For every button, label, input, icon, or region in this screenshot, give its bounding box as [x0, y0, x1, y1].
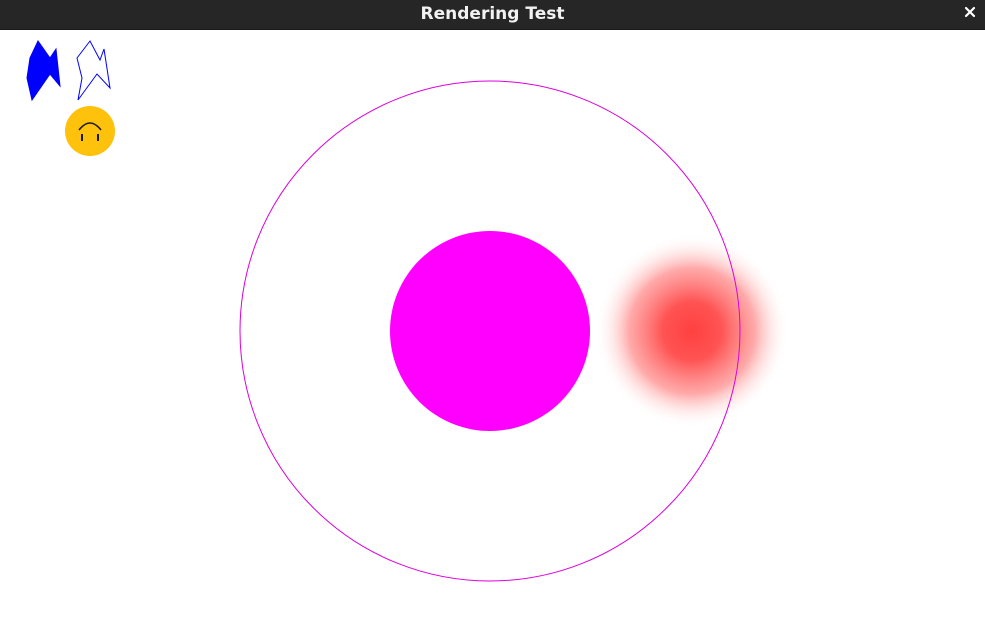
window-title: Rendering Test — [420, 4, 565, 24]
close-icon — [964, 6, 976, 18]
title-bar[interactable]: Rendering Test — [0, 0, 985, 30]
red-gradient-circle — [595, 234, 789, 428]
drawing-canvas — [26, 40, 789, 582]
close-button[interactable] — [961, 3, 979, 21]
magenta-outline-circle — [239, 80, 741, 582]
magenta-filled-circle — [390, 231, 590, 431]
upside-down-smiley-icon — [65, 106, 115, 156]
outlined-blue-polygon — [76, 40, 111, 101]
filled-blue-polygon — [26, 40, 61, 102]
